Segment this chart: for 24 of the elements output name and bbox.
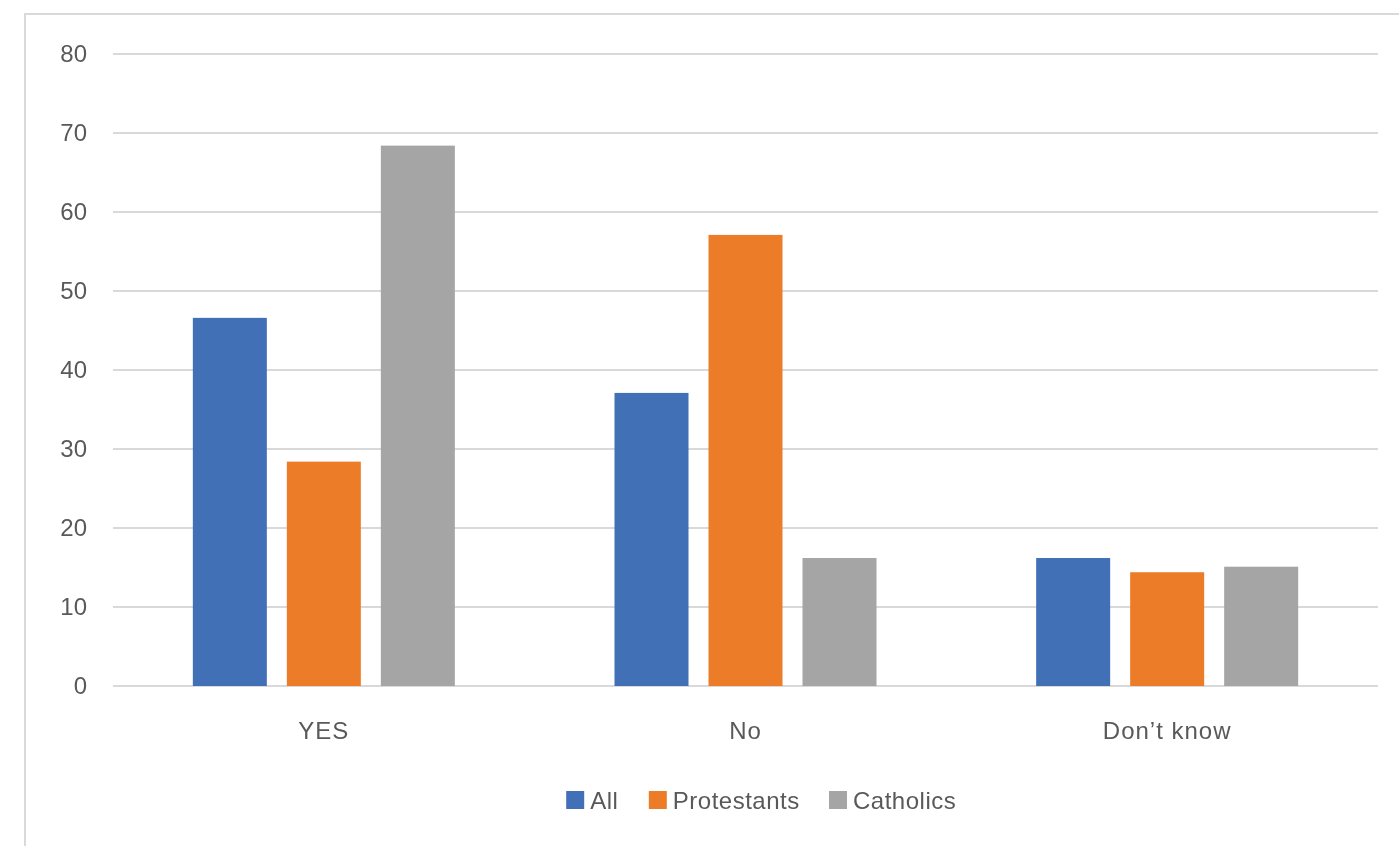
y-tick-label: 40 bbox=[60, 356, 87, 384]
legend-label: All bbox=[590, 787, 619, 815]
bar bbox=[802, 558, 877, 686]
x-tick-label: YES bbox=[298, 717, 350, 744]
bar bbox=[614, 392, 689, 686]
x-tick-label: No bbox=[729, 717, 762, 744]
y-tick-label: 70 bbox=[60, 119, 87, 147]
legend-label: Catholics bbox=[853, 787, 957, 815]
y-tick-label: 0 bbox=[73, 672, 87, 700]
bar bbox=[380, 145, 455, 686]
y-tick-label: 80 bbox=[60, 40, 87, 68]
bar bbox=[1130, 572, 1205, 686]
x-tick-label: Don’t know bbox=[1102, 717, 1232, 744]
bar bbox=[1224, 566, 1299, 686]
legend-label: Protestants bbox=[672, 787, 800, 815]
y-tick-label: 10 bbox=[60, 593, 87, 621]
y-tick-label: 20 bbox=[60, 514, 87, 542]
y-tick-label: 60 bbox=[60, 198, 87, 226]
y-tick-label: 50 bbox=[60, 277, 87, 305]
bar bbox=[286, 461, 361, 686]
y-tick-label: 30 bbox=[60, 435, 87, 463]
bar bbox=[1036, 558, 1111, 686]
bar bbox=[192, 317, 267, 686]
bar bbox=[708, 234, 783, 686]
